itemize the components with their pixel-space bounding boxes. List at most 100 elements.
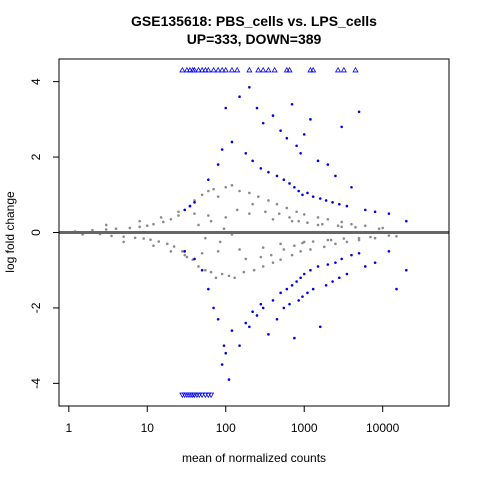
not-significant-point [363,224,367,228]
significant-point [275,317,279,321]
not-significant-point [252,268,256,272]
not-significant-point [104,223,108,227]
significant-point [261,121,265,125]
not-significant-point [264,210,267,214]
not-significant-point [369,235,372,239]
significant-clipped-up-point [265,66,272,73]
not-significant-point [145,224,149,228]
not-significant-point [204,268,207,272]
significant-point [285,136,289,140]
not-significant-point [138,225,141,229]
x-tick-label: 1 [65,421,72,435]
significant-point [255,314,259,317]
significant-point [345,204,349,208]
not-significant-point [329,238,333,242]
not-significant-point [257,195,260,198]
significant-point [295,280,298,283]
significant-point [324,199,328,202]
not-significant-point [166,242,169,246]
significant-point [244,151,248,155]
significant-point [285,287,289,291]
significant-point [302,133,306,136]
significant-clipped-up-point [234,66,241,73]
not-significant-point [316,216,320,219]
significant-point [255,106,259,110]
significant-point [290,102,294,106]
not-significant-point [297,219,300,223]
significant-clipped-up-point [219,66,226,73]
not-significant-point [285,206,289,210]
not-significant-point [290,253,294,257]
not-significant-point [357,236,361,240]
significant-point [338,276,341,280]
not-significant-point [395,234,398,238]
not-significant-point [142,237,145,240]
significant-point [193,257,196,261]
significant-point [297,299,300,302]
not-significant-point [279,258,282,261]
not-significant-point [299,250,302,253]
not-significant-point [161,220,165,224]
not-significant-point [311,240,315,243]
not-significant-point [169,217,173,221]
not-significant-point [340,220,343,224]
not-significant-point [251,202,254,206]
significant-point [279,291,282,295]
significant-point [316,159,320,163]
significant-point [227,378,231,381]
not-significant-point [122,240,125,244]
significant-point [261,306,265,310]
not-significant-point [200,251,204,255]
not-significant-point [288,216,291,219]
significant-point [251,159,254,163]
significant-point [279,129,282,132]
significant-point [373,261,377,264]
not-significant-point [128,226,132,230]
not-significant-point [204,236,207,240]
significant-point [248,85,251,89]
not-significant-point [261,265,265,268]
not-significant-point [271,217,275,221]
significant-clipped-up-point [222,66,229,73]
not-significant-point [275,202,279,206]
not-significant-point [149,238,152,241]
not-significant-point [377,227,381,231]
not-significant-point [261,246,265,249]
not-significant-point [340,225,343,229]
chart-subtitle: UP=333, DOWN=389 [187,31,322,47]
significant-point [311,287,315,291]
significant-point [334,261,337,264]
y-tick-label: -4 [29,378,43,389]
significant-point [248,325,251,329]
significant-point [299,276,302,280]
not-significant-point [224,185,228,189]
chart-title: GSE135618: PBS_cells vs. LPS_cells [131,13,377,29]
significant-point [306,291,309,295]
significant-point [311,195,315,198]
significant-point [244,321,248,325]
not-significant-point [277,212,281,215]
significant-point [288,182,291,185]
significant-point [326,163,330,166]
significant-point [220,148,224,151]
not-significant-point [110,234,113,238]
not-significant-point [185,255,189,259]
significant-point [405,219,408,223]
not-significant-point [295,210,298,214]
significant-clipped-up-point [352,66,359,73]
significant-point [238,344,241,347]
significant-point [230,140,234,144]
significant-clipped-up-point [195,66,202,73]
not-significant-point [293,244,296,248]
significant-point [183,250,187,253]
not-significant-point [133,236,137,240]
not-significant-point [181,250,184,253]
x-tick-label: 100 [216,421,236,435]
not-significant-point [169,250,173,253]
not-significant-point [212,187,215,191]
significant-point [295,144,298,148]
not-significant-point [152,222,155,226]
not-significant-point [302,213,306,216]
significant-point [318,197,322,200]
